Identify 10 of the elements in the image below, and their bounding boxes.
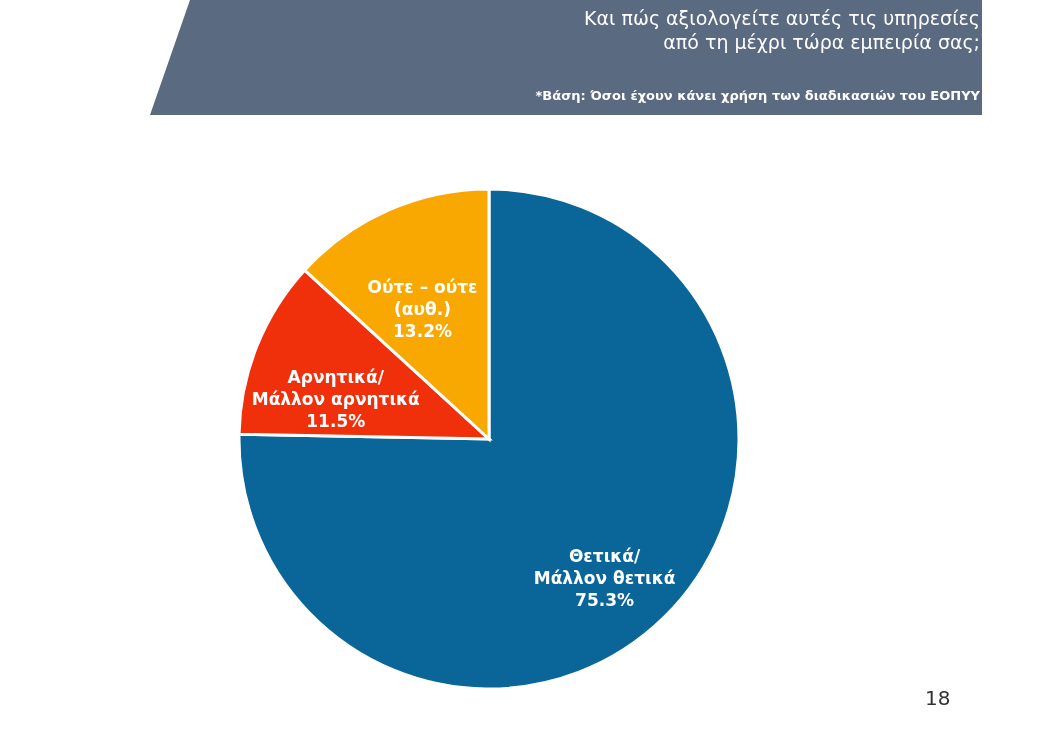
slice-label: Ούτε – ούτε (αυθ.) (367, 276, 478, 319)
data-label: 75.3% (575, 589, 635, 610)
slice-label: Αρνητικά/ Μάλλον αρνητικά (251, 366, 420, 409)
text: 18 (925, 686, 951, 710)
text: Και πώς αξιολογείτε αυτές τις υπηρεσίες από τη μέχρι τώρα εμπειρία σας; (584, 6, 980, 54)
pie-slice (237, 187, 741, 691)
data-label: 11.5% (306, 410, 366, 431)
chart-subtitle: *Βάση: Όσοι έχουν κάνει χρήση των διαδικασιών του ΕΟΠΥΥ (535, 88, 980, 103)
data-label: 13.2% (393, 320, 453, 341)
slice-label: Θετικά/ Μάλλον θετικά (533, 545, 676, 588)
